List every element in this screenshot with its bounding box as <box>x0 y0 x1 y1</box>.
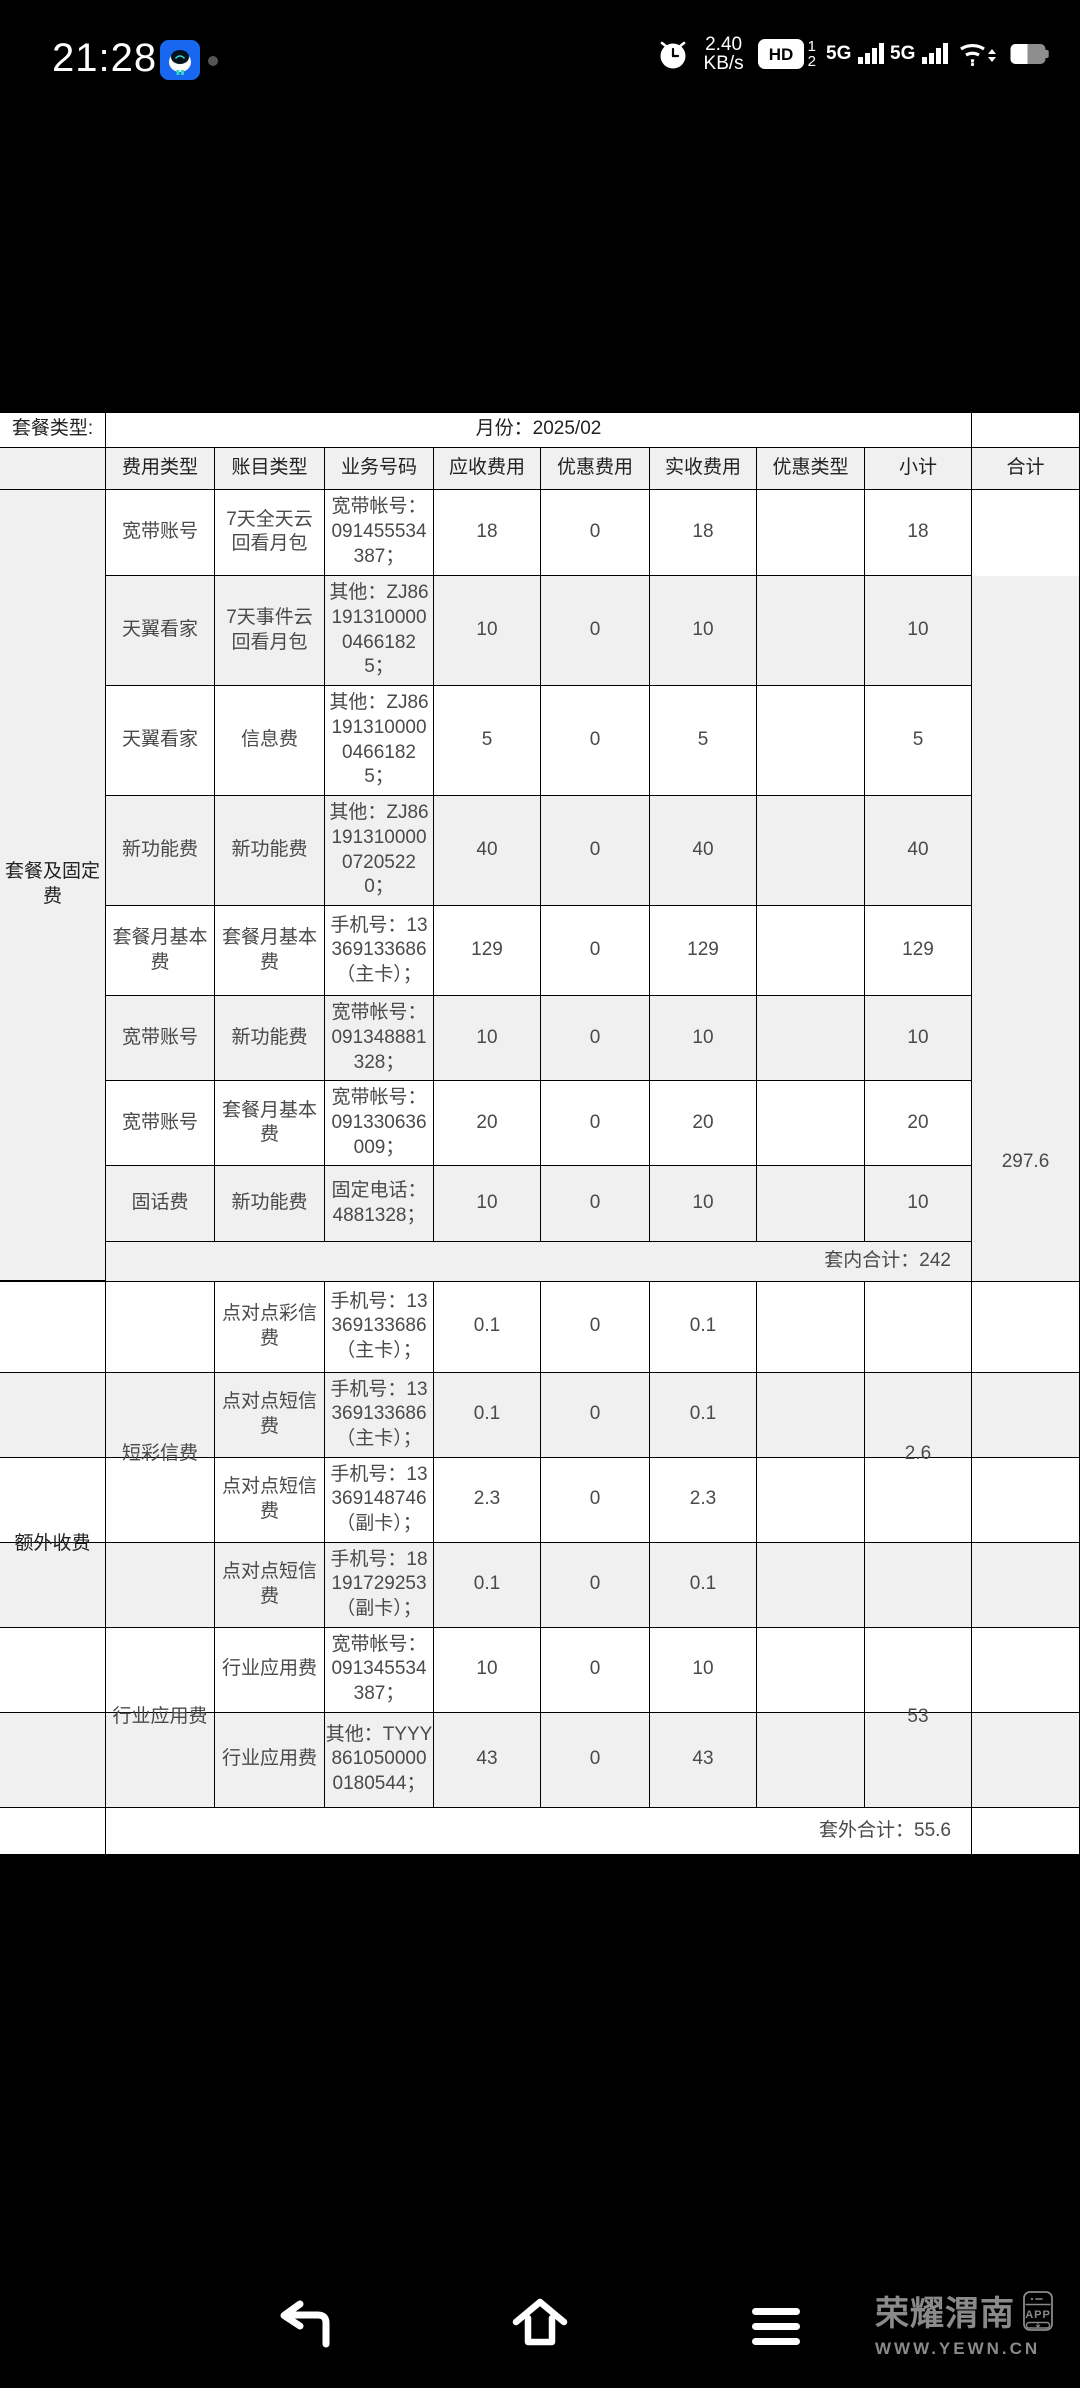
svg-text:APP: APP <box>1025 2309 1051 2321</box>
